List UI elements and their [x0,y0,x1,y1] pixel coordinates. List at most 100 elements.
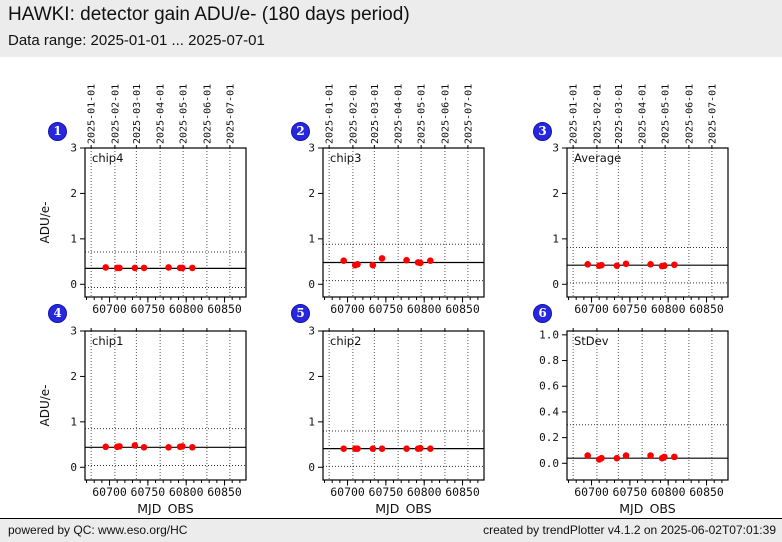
y-tick-label: 1 [308,232,315,245]
x-tick-label: 60700 [574,485,609,499]
date-tick-label: 2025-03-01 [132,84,143,144]
data-point [340,257,347,264]
date-tick-label: 2025-01-01 [569,84,580,144]
page-title: HAWKI: detector gain ADU/e- (180 days pe… [8,4,410,25]
y-tick-label: 0 [70,278,77,291]
y-tick-label: 1 [70,232,77,245]
x-tick-label: 60700 [92,302,127,315]
date-tick-label: 2025-06-01 [202,84,213,144]
date-tick-label: 2025-02-01 [592,84,603,144]
x-tick-label: 60750 [369,302,404,315]
data-point [622,260,630,268]
data-point [671,453,678,461]
x-tick-label: 60750 [613,485,648,499]
x-tick-label: 60750 [131,302,166,315]
data-point [598,261,605,269]
y-tick-label: 3 [552,142,559,155]
y-tick-label: 0 [70,461,77,474]
series-label: chip4 [92,151,123,165]
data-point [189,443,196,451]
date-tick-label: 2025-03-01 [614,84,625,144]
y-tick-label: 1 [308,415,315,428]
date-tick-label: 2025-05-01 [661,84,672,144]
series-label: chip1 [92,334,123,348]
series-label: StDev [574,334,609,348]
x-axis-label: MJD_OBS [137,501,194,515]
series-label: chip2 [330,334,361,348]
y-tick-label: 0.0 [539,457,559,470]
data-point [613,454,621,462]
date-tick-label: 2025-05-01 [179,84,190,144]
date-tick-label: 2025-06-01 [440,84,451,144]
subplot-2: 2025-01-01 2025-02-01 2025-03-01 2025-04-01… [248,75,486,315]
date-tick-label: 2025-01-01 [87,84,98,144]
data-point [354,260,361,268]
data-point [140,264,148,272]
date-tick-label: 2025-07-01 [707,84,718,144]
x-tick-label: 60700 [330,302,365,315]
y-tick-label: 1.0 [539,328,559,341]
data-point [647,260,654,268]
data-point [661,262,668,269]
date-tick-label: 2025-02-01 [348,84,359,144]
subplot-3: 2025-01-01 2025-02-01 2025-03-01 2025-04-01… [492,75,730,315]
data-point [165,264,172,271]
x-tick-label: 60800 [169,302,204,315]
data-point [378,255,386,262]
y-tick-label: 3 [70,325,77,338]
x-tick-label: 60800 [651,302,686,315]
date-tick-label: 2025-01-01 [325,84,336,144]
subplot-number-badge-2: 2 [291,122,310,141]
date-tick-label: 2025-04-01 [394,84,405,144]
data-point [403,445,410,452]
y-tick-label: 2 [308,187,315,200]
data-point [165,443,172,451]
subplot-6: 0.0 0.2 0.4 0.6 0.8 1.0 60700 60750 60800 60850 St… [492,323,730,515]
x-tick-label: 60850 [207,485,242,499]
plot-canvas-chip4: 2025-01-01 2025-02-01 2025-03-01 2025-04-01… [38,84,247,315]
x-axis-label: MJD_OBS [375,501,432,515]
plot-canvas-chip2: 0 1 2 3 60700 60750 60800 60850 chip2 MJD_OBS [308,325,485,515]
data-point [179,264,186,272]
x-tick-label: 60800 [169,485,204,499]
data-point [647,452,654,459]
x-tick-label: 60700 [92,485,127,499]
subplot-number-badge-3: 3 [533,122,552,141]
x-tick-label: 60800 [651,485,686,499]
date-tick-label: 2025-06-01 [684,84,695,144]
plot-frame [322,330,485,481]
y-tick-label: 3 [308,142,315,155]
footer-created-by: created by trendPlotter v4.1.2 on 2025-0… [483,523,776,537]
y-axis-label: ADU/e- [38,202,52,244]
data-point [116,443,123,450]
x-tick-label: 60750 [131,485,166,499]
x-tick-label: 60800 [407,485,442,499]
date-tick-label: 2025-07-01 [225,84,236,144]
x-tick-label: 60850 [445,302,480,315]
subplot-number-badge-6: 6 [533,304,552,323]
data-point [417,259,424,267]
data-point [354,445,361,452]
x-tick-label: 60850 [689,485,724,499]
date-tick-label: 2025-03-01 [370,84,381,144]
plot-canvas-chip3: 2025-01-01 2025-02-01 2025-03-01 2025-04-01… [308,84,485,315]
subplot-5: 0 1 2 3 60700 60750 60800 60850 chip2 MJD_OBS [248,323,486,515]
x-tick-label: 60750 [369,485,404,499]
date-tick-label: 2025-07-01 [463,84,474,144]
data-point [427,257,434,264]
y-tick-label: 2 [308,370,315,383]
y-tick-label: 0.8 [539,354,559,367]
data-point [131,442,139,449]
data-point [189,264,196,272]
subplot-number-badge-4: 4 [48,304,67,323]
date-tick-label: 2025-05-01 [417,84,428,144]
y-tick-label: 2 [70,370,77,383]
data-point [369,261,377,269]
y-tick-label: 3 [308,325,315,338]
data-point [598,454,605,462]
data-point [102,264,109,271]
y-tick-label: 0 [308,461,315,474]
x-tick-label: 60850 [445,485,480,499]
data-point [378,445,386,452]
